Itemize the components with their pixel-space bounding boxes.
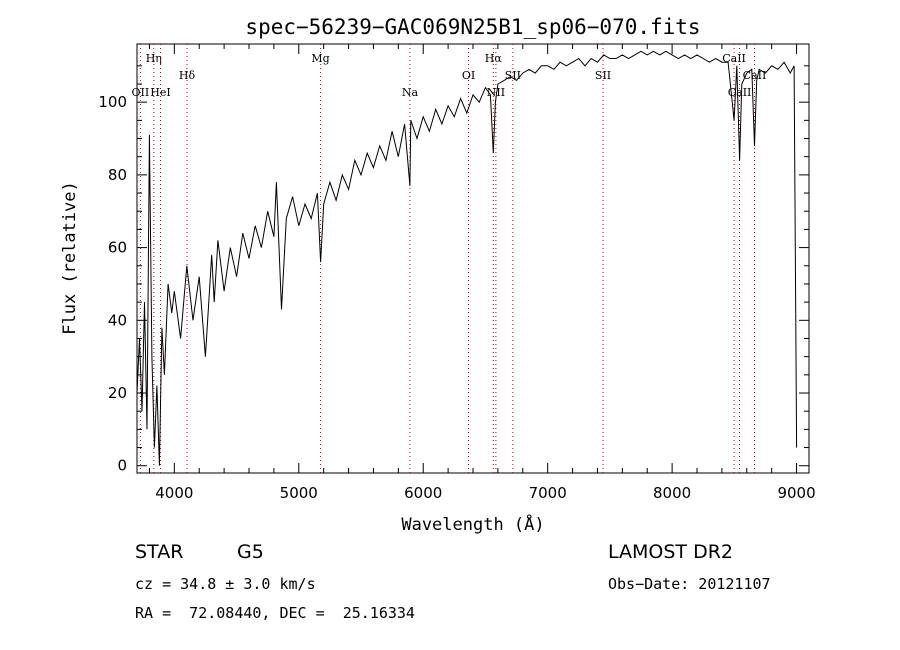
x-tick-label: 6000 [404, 484, 442, 502]
y-tick-label: 0 [117, 457, 127, 475]
line-label: Hη [146, 52, 162, 65]
line-label: CaII [728, 86, 752, 99]
x-tick-label: 4000 [155, 484, 193, 502]
y-tick-label: 80 [108, 166, 127, 184]
y-tick-label: 100 [98, 93, 127, 111]
line-label: Hα [485, 52, 503, 65]
x-tick-label: 8000 [653, 484, 691, 502]
survey-name: LAMOST DR2 [608, 541, 733, 563]
object-subclass: G5 [237, 541, 264, 563]
line-label: SII [505, 69, 521, 82]
y-tick-label: 60 [108, 239, 127, 257]
y-tick-label: 20 [108, 384, 127, 402]
plot-frame [136, 43, 810, 474]
x-axis-label: Wavelength (Å) [401, 513, 544, 535]
line-label: Na [402, 86, 419, 99]
x-tick-label: 7000 [529, 484, 567, 502]
redshift-text: cz = 34.8 ± 3.0 km/s [135, 575, 316, 593]
line-label: OI [462, 69, 475, 82]
line-label: NII [487, 86, 505, 99]
coordinates-text: RA = 72.08440, DEC = 25.16334 [135, 604, 415, 622]
object-class: STAR [135, 541, 184, 563]
x-tick-label: 9000 [777, 484, 815, 502]
obs-date-text: Obs−Date: 20121107 [608, 575, 771, 593]
x-tick-label: 5000 [280, 484, 318, 502]
line-label: SII [595, 69, 611, 82]
chart-title: spec−56239−GAC069N25B1_sp06−070.fits [245, 15, 700, 39]
line-label: Hδ [179, 69, 196, 82]
line-label: CaII [722, 52, 746, 65]
spectrum-line [136, 50, 798, 466]
y-axis-label: Flux (relative) [60, 181, 80, 335]
line-label: OII [132, 86, 150, 99]
y-tick-label: 40 [108, 311, 127, 329]
line-label: Mg [311, 52, 329, 65]
line-label: HeI [150, 86, 170, 99]
axis-ticks: 4000 5000 6000 7000 8000 9000 0 20 40 60 80 100 [98, 44, 816, 502]
